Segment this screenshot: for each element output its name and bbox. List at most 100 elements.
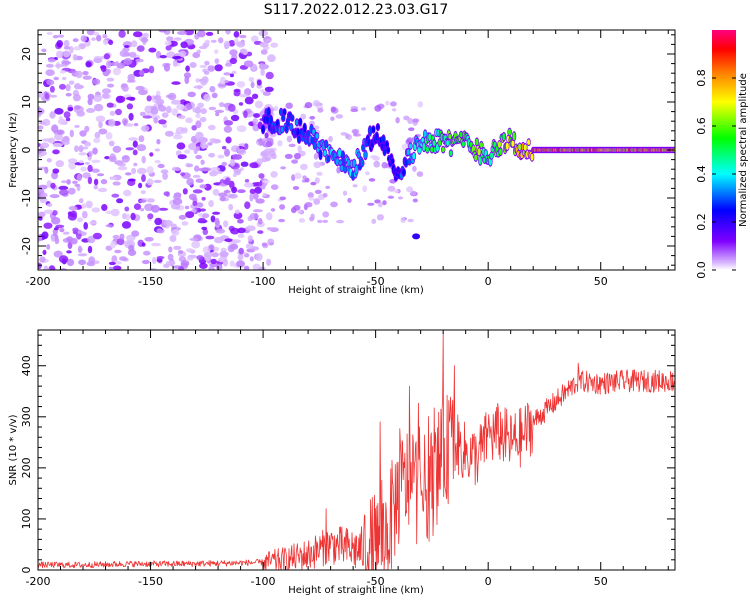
spectrogram-noise-blob bbox=[219, 196, 226, 202]
spectrogram-noise-blob bbox=[230, 114, 240, 122]
spectrogram-noise-blob bbox=[313, 161, 322, 169]
spectrogram-noise-blob bbox=[106, 102, 114, 108]
snr-x-ticks: -200 -150 -100 -50 0 50 bbox=[26, 330, 669, 588]
spectrogram-noise-blob bbox=[244, 96, 254, 105]
spectrogram-noise-blob bbox=[132, 140, 138, 148]
spectrogram-noise-blob bbox=[266, 258, 272, 266]
spectrogram-noise-blob bbox=[91, 207, 101, 213]
y-tick-label: 400 bbox=[20, 355, 33, 376]
spectrogram-noise-blob bbox=[74, 105, 81, 110]
x-tick-label: -200 bbox=[26, 575, 51, 588]
spectrogram-noise-blob bbox=[217, 154, 225, 159]
spectrogram-noise-blob bbox=[173, 245, 182, 250]
x-tick-label: -100 bbox=[251, 575, 276, 588]
spectrogram-noise-blob bbox=[89, 220, 97, 225]
spectrogram-ridge-cell bbox=[511, 140, 515, 147]
spectrogram-noise-blob bbox=[127, 73, 135, 82]
spectrogram-noise-blob bbox=[196, 202, 204, 208]
spectrogram-ridge-cell bbox=[347, 159, 351, 168]
spectrogram-noise-blob bbox=[40, 192, 48, 198]
spectrogram-noise-blob bbox=[55, 250, 62, 257]
spectrogram-noise-blob bbox=[72, 54, 78, 61]
spectrogram-noise-blob bbox=[87, 164, 93, 172]
spectrogram-noise-blob bbox=[228, 203, 234, 211]
spectrogram-noise-blob bbox=[44, 92, 50, 100]
spectrogram-noise-blob bbox=[368, 178, 376, 182]
spectrogram-noise-blob bbox=[80, 166, 87, 172]
spectrogram-noise-blob bbox=[254, 186, 262, 194]
spectrogram-noise-blob bbox=[195, 178, 204, 183]
spectrogram-noise-blob bbox=[171, 228, 180, 237]
spectrogram-noise-blob bbox=[128, 137, 138, 141]
spectrogram-ridge-cell bbox=[363, 150, 368, 160]
spectrogram-noise-blob bbox=[392, 108, 397, 112]
spectrogram-noise-blob bbox=[198, 167, 208, 172]
spectrogram-noise-blob bbox=[148, 65, 155, 74]
snr-frame bbox=[37, 329, 676, 571]
spectrogram-noise-blob bbox=[201, 226, 208, 231]
spectrogram-noise-blob bbox=[50, 182, 56, 189]
spectrogram-noise-blob bbox=[260, 89, 265, 93]
spectrogram-noise-blob bbox=[41, 48, 47, 53]
spectrogram-noise-blob bbox=[39, 256, 46, 263]
spectrogram-noise-blob bbox=[314, 189, 322, 194]
spectrogram-noise-blob bbox=[199, 208, 206, 212]
spectrogram-noise-blob bbox=[163, 219, 173, 227]
spectrogram-noise-blob bbox=[231, 186, 238, 194]
spectrogram-noise-blob bbox=[214, 64, 223, 72]
spectrogram-ridge-cell bbox=[295, 119, 299, 126]
spectrogram-noise-blob bbox=[162, 123, 168, 128]
spectrogram-ridge-cell bbox=[381, 135, 386, 144]
spectrogram-noise-blob bbox=[76, 173, 82, 182]
spectrogram-noise-blob bbox=[210, 39, 217, 43]
spectrogram-noise-blob bbox=[224, 148, 230, 157]
spectrogram-noise-blob bbox=[171, 108, 179, 116]
spectrogram-noise-blob bbox=[195, 146, 201, 152]
spectrogram-noise-blob bbox=[297, 145, 302, 153]
colorbar-tick-label: 0.2 bbox=[695, 213, 708, 231]
spectrogram-noise-blob bbox=[146, 178, 154, 186]
spectrogram-noise-blob bbox=[231, 70, 237, 75]
spectrogram-noise-blob bbox=[98, 121, 103, 129]
spectrogram-noise-blob bbox=[229, 158, 236, 167]
spectrogram-noise-blob bbox=[149, 152, 154, 157]
spectrogram-noise-blob bbox=[243, 60, 254, 68]
spectrogram-noise-blob bbox=[38, 262, 42, 269]
spectrogram-noise-blob bbox=[45, 63, 54, 68]
spectrogram-noise-blob bbox=[210, 258, 217, 265]
spectrogram-noise-blob bbox=[46, 158, 52, 163]
spectrogram-noise-blob bbox=[240, 161, 249, 167]
spectrogram-noise-blob bbox=[244, 143, 249, 150]
spectrogram-noise-blob bbox=[180, 260, 190, 267]
spectrogram-noise-blob bbox=[228, 40, 236, 47]
spectrogram-noise-blob bbox=[228, 103, 236, 112]
spectrogram-noise-blob bbox=[199, 184, 207, 189]
spectrogram-ridge-cell bbox=[402, 169, 406, 176]
spectrogram-noise-blob bbox=[264, 38, 272, 43]
spectrogram-noise-blob bbox=[223, 220, 229, 228]
spectrogram-noise-blob bbox=[85, 200, 93, 209]
spectrogram-noise-blob bbox=[237, 219, 244, 224]
spectrogram-noise-blob bbox=[139, 70, 145, 76]
spectrogram-noise-blob bbox=[65, 92, 72, 97]
spectrogram-noise-blob bbox=[81, 146, 89, 150]
spectrogram-noise-blob bbox=[153, 117, 158, 124]
spectrogram-noise-blob bbox=[171, 204, 181, 210]
spectrogram-noise-blob bbox=[195, 154, 203, 160]
spectrogram-noise-blob bbox=[153, 95, 162, 100]
spectrogram-noise-blob bbox=[279, 204, 286, 210]
spectrogram-noise-blob bbox=[192, 174, 201, 178]
spectrogram-noise-blob bbox=[109, 110, 116, 116]
x-tick-label: -150 bbox=[138, 575, 163, 588]
spectrogram-noise-blob bbox=[67, 241, 73, 249]
spectrogram-noise-blob bbox=[86, 108, 96, 113]
spectrogram-noise-blob bbox=[176, 142, 186, 150]
spectrogram-noise-blob bbox=[77, 217, 83, 223]
spectrogram-noise-blob bbox=[111, 193, 120, 198]
spectrogram-noise-blob bbox=[178, 250, 184, 254]
spectrogram-noise-blob bbox=[59, 70, 66, 74]
spectrogram-noise-blob bbox=[293, 204, 301, 211]
y-tick-label: 0 bbox=[20, 147, 33, 154]
spectrogram-noise-blob bbox=[117, 162, 126, 167]
spectrogram-noise-blob bbox=[65, 117, 71, 122]
